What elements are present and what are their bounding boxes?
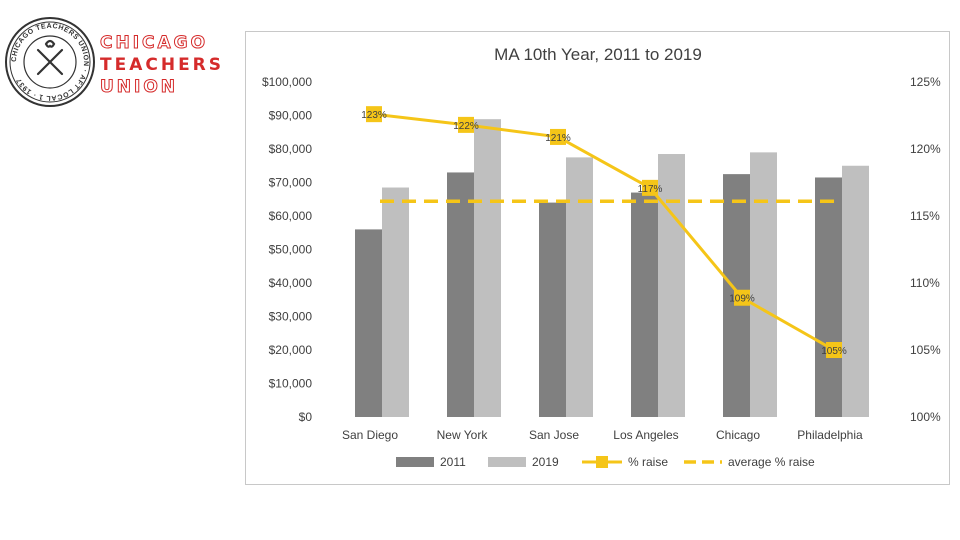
- y-right-tick-label: 120%: [910, 142, 941, 156]
- raise-line: [373, 112, 835, 352]
- y-left-tick-label: $60,000: [269, 209, 313, 223]
- chart-frame: MA 10th Year, 2011 to 2019 $0 $10,000 $20,…: [245, 31, 950, 485]
- y-right-tick-label: 100%: [910, 410, 941, 424]
- raise-data-label: 109%: [729, 294, 755, 305]
- y-left-tick-label: $70,000: [269, 176, 313, 190]
- chart: MA 10th Year, 2011 to 2019 $0 $10,000 $20,…: [262, 45, 941, 469]
- legend-label-average: average % raise: [728, 455, 815, 469]
- x-tick-label: Los Angeles: [613, 428, 678, 442]
- raise-data-label: 117%: [638, 184, 663, 195]
- raise-data-label: 122%: [453, 121, 479, 132]
- y-left-tick-label: $50,000: [269, 243, 313, 257]
- legend-label-raise: % raise: [628, 455, 668, 469]
- x-tick-label: Philadelphia: [797, 428, 863, 442]
- y-right-tick-label: 115%: [910, 209, 940, 223]
- y-left-tick-label: $100,000: [262, 75, 312, 89]
- legend-label-2019: 2019: [532, 455, 559, 469]
- y-left-tick-label: $90,000: [269, 109, 313, 123]
- y-right-tick-label: 125%: [910, 75, 941, 89]
- raise-marker: [550, 128, 566, 145]
- bar-2011: [815, 177, 842, 417]
- y-left-tick-label: $10,000: [269, 377, 313, 391]
- y-left-tick-label: $40,000: [269, 276, 313, 290]
- logo-line-2: TEACHERS: [100, 55, 225, 75]
- raise-data-label: 105%: [821, 346, 847, 357]
- y-left-tick-label: $80,000: [269, 142, 313, 156]
- y-right-tick-label: 110%: [910, 276, 940, 290]
- raise-data-label: 123%: [361, 110, 387, 121]
- bar-2019: [750, 152, 777, 417]
- bar-2011: [539, 202, 566, 417]
- union-seal-icon: CHICAGO TEACHERS UNION · AFT LOCAL 1 · 1…: [5, 17, 95, 107]
- y-right-tick-label: 105%: [910, 343, 941, 357]
- logo-line-3: UNION: [99, 77, 179, 98]
- raise-marker: [458, 116, 474, 133]
- legend-label-2011: 2011: [440, 455, 466, 469]
- raise-marker: [734, 289, 750, 306]
- x-tick-label: New York: [437, 428, 489, 442]
- x-tick-label: Chicago: [716, 428, 760, 442]
- raise-marker: [642, 179, 658, 196]
- logo-line-1: CHICAGO: [99, 33, 209, 54]
- bar-2019: [382, 187, 409, 417]
- x-tick-label: San Diego: [342, 428, 398, 442]
- chart-title: MA 10th Year, 2011 to 2019: [494, 45, 702, 64]
- x-tick-label: San Jose: [529, 428, 579, 442]
- bar-2019: [566, 157, 593, 417]
- bar-2019: [658, 154, 685, 417]
- raise-marker: [826, 342, 842, 358]
- y-left-tick-label: $30,000: [269, 310, 313, 324]
- bar-2019: [842, 165, 869, 417]
- legend-marker-raise: [596, 456, 608, 468]
- bar-2011: [447, 172, 474, 417]
- legend-swatch-2011: [396, 457, 434, 467]
- raise-data-label: 121%: [545, 133, 571, 144]
- raise-marker: [366, 106, 382, 123]
- y-left-tick-label: $20,000: [269, 343, 313, 357]
- bar-2011: [355, 229, 382, 417]
- legend-swatch-2019: [488, 457, 526, 467]
- logo: CHICAGO TEACHERS UNION · AFT LOCAL 1 · 1…: [0, 0, 226, 124]
- bar-2019: [474, 119, 501, 417]
- bar-2011: [631, 192, 658, 417]
- y-left-tick-label: $0: [299, 410, 313, 424]
